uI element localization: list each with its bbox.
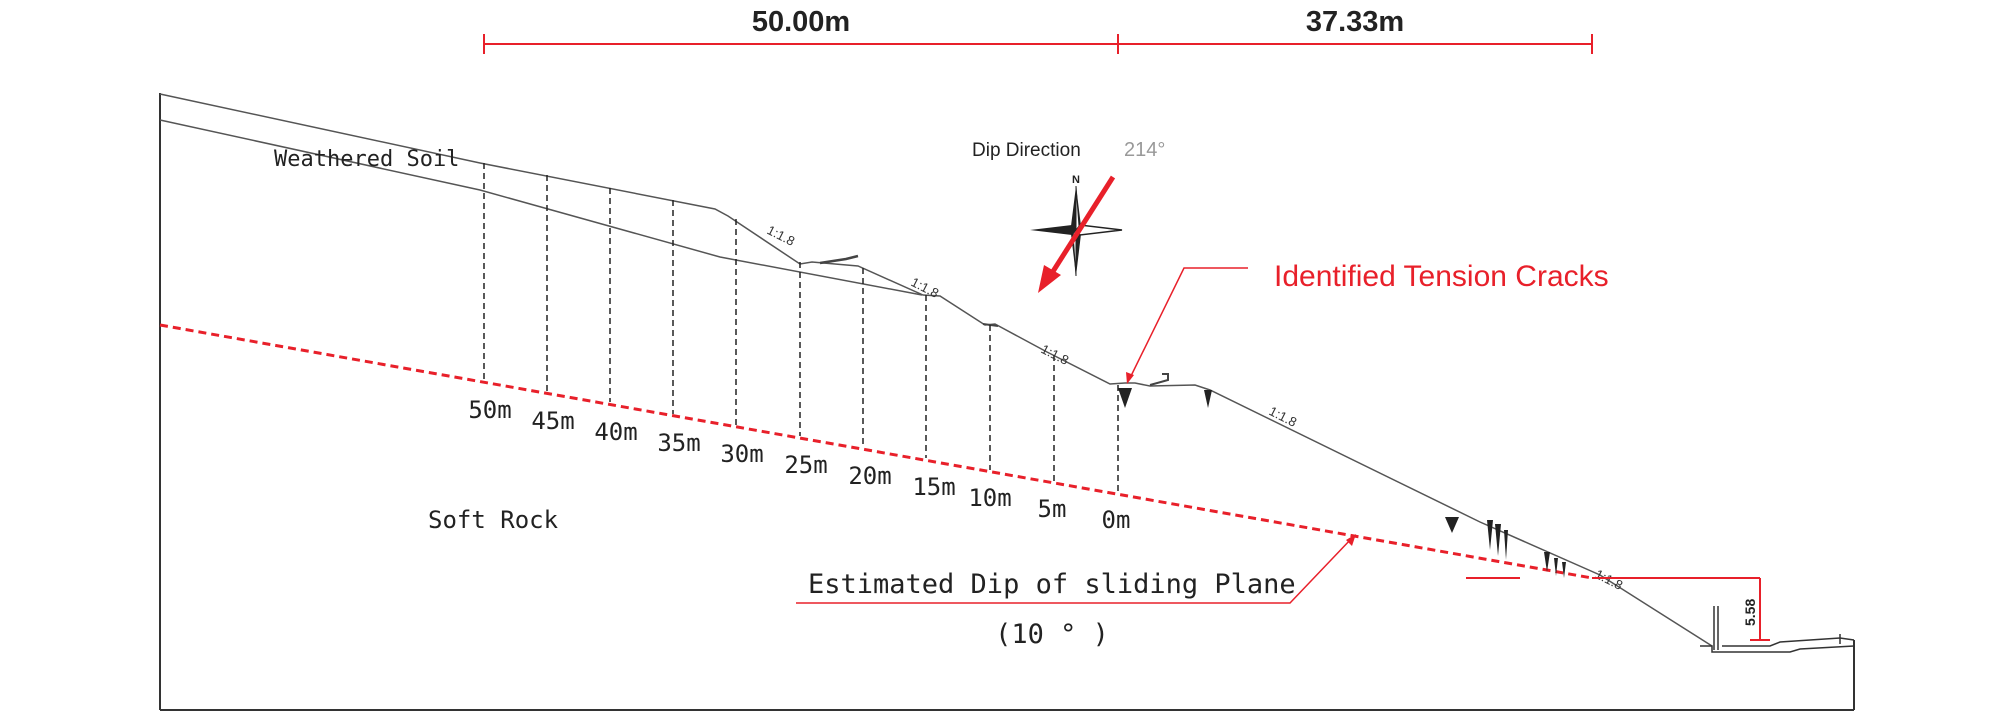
distance-marker: 25m (784, 451, 827, 479)
tension-crack-symbol (1562, 562, 1566, 578)
soil-rock-boundary-line (159, 119, 923, 296)
dip-direction-value: 214° (1124, 139, 1165, 161)
sliding-plane-leader (796, 537, 1353, 604)
bench-detail (1149, 373, 1169, 386)
tension-cracks-label: Identified Tension Cracks (1274, 260, 1609, 293)
sliding-plane-arrow-icon (1346, 534, 1356, 546)
bench-detail (819, 254, 859, 265)
dimension-right: 37.33m (1306, 6, 1404, 38)
distance-marker: 0m (1102, 506, 1131, 534)
tension-crack-symbol (1445, 517, 1459, 533)
distance-marker: 5m (1038, 495, 1067, 523)
height-dimension-value: 5.58 (1742, 599, 1758, 626)
distance-marker: 35m (657, 429, 700, 457)
tension-crack-symbol (1118, 388, 1132, 408)
sliding-plane-label: Estimated Dip of sliding Plane (808, 569, 1296, 600)
section-frame (159, 93, 1855, 711)
compass-rose: N (1030, 174, 1123, 277)
sliding-plane-line (159, 323, 1593, 580)
toe-structure (1700, 606, 1855, 653)
dimension-left: 50.00m (752, 6, 850, 38)
north-label: N (1072, 174, 1080, 186)
slope-ratio-label: 1:1.8 (1593, 566, 1626, 592)
tension-crack-symbol (1487, 520, 1493, 550)
tension-crack-symbol (1544, 552, 1550, 572)
tension-crack-symbols (1118, 388, 1566, 578)
tension-crack-symbol (1554, 558, 1558, 576)
distance-marker: 50m (468, 396, 511, 424)
slope-ratio-label: 1:1.8 (909, 274, 942, 300)
dip-direction-arrow-icon (1038, 175, 1116, 293)
compass-rose (1030, 225, 1076, 235)
compass-rose (1075, 185, 1080, 232)
distance-marker: 40m (594, 418, 637, 446)
ground-surface-line (159, 93, 1713, 647)
tension-cracks-arrow-icon (1126, 372, 1134, 384)
sliding-plane-angle: (10 ° ) (995, 619, 1109, 650)
soft-rock-label: Soft Rock (428, 506, 559, 534)
distance-marker: 15m (912, 473, 955, 501)
slope-ratio-label: 1:1.8 (1039, 341, 1072, 367)
measurement-lines (483, 163, 1119, 492)
distance-marker: 30m (720, 440, 763, 468)
slope-ratio-label: 1:1.8 (765, 222, 798, 248)
dip-direction-label: Dip Direction (972, 140, 1081, 161)
weathered-soil-label: Weathered Soil (274, 147, 459, 172)
tension-crack-symbol (1204, 390, 1212, 408)
distance-marker: 20m (848, 462, 891, 490)
distance-marker: 45m (531, 407, 574, 435)
tension-crack-symbol (1495, 524, 1501, 556)
dimension-line (483, 34, 1593, 54)
tension-crack-symbol (1504, 530, 1508, 560)
height-dimension (1466, 577, 1770, 641)
distance-marker: 10m (968, 484, 1011, 512)
tension-cracks-leader (1129, 267, 1248, 379)
